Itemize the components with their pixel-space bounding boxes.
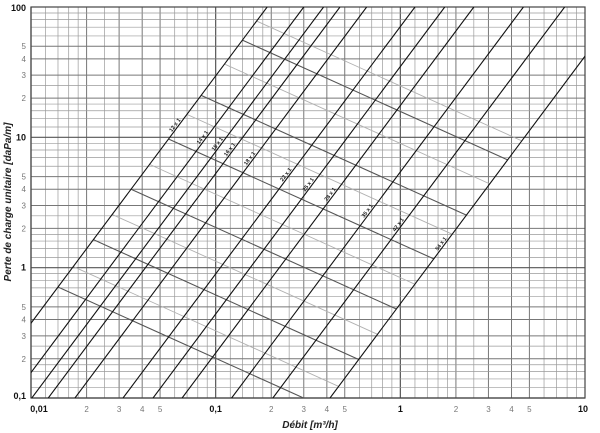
x-tick-label: 3 — [486, 405, 491, 414]
pipe-line-35x1 — [231, 7, 524, 398]
x-tick-label: 4 — [140, 405, 145, 414]
y-tick-label: 4 — [22, 316, 27, 325]
y-tick-labels: 0,1 2 3 4 5 1 2 3 4 5 10 2 3 4 5 100 — [11, 3, 27, 401]
pipe-line-25x1 — [152, 7, 446, 398]
x-axis-label: Débit [m³/h] — [282, 420, 338, 431]
x-tick-label: 1 — [398, 404, 403, 414]
pipe-line-14x1 — [31, 7, 305, 374]
y-tick-label: 4 — [22, 185, 27, 194]
pipe-line-42x1 — [272, 7, 566, 398]
pipe-label: 22 x 1 — [279, 167, 293, 183]
y-tick-label: 1 — [21, 263, 26, 273]
x-tick-label: 10 — [578, 404, 588, 414]
y-tick-label: 5 — [22, 303, 27, 312]
y-tick-label: 2 — [22, 224, 27, 233]
pipe-label: 18 x 1 — [243, 151, 257, 167]
y-tick-label: 5 — [22, 173, 27, 182]
y-tick-label: 0,1 — [13, 391, 26, 401]
x-tick-label: 3 — [302, 405, 307, 414]
x-tick-label: 5 — [158, 405, 163, 414]
x-tick-label: 3 — [117, 405, 122, 414]
y-tick-label: 100 — [11, 3, 26, 13]
y-tick-label: 3 — [22, 201, 27, 210]
x-tick-label: 4 — [325, 405, 330, 414]
pipe-line-28x1 — [181, 7, 475, 398]
grid — [30, 6, 586, 399]
pipe-label: 12 x 1 — [169, 118, 183, 134]
pipe-line-54x1 — [329, 55, 585, 398]
pipe-line-18x1 — [74, 7, 368, 398]
y-tick-label: 2 — [22, 355, 27, 364]
y-tick-label: 2 — [22, 94, 27, 103]
pipe-line-22x1 — [122, 7, 416, 398]
pipe-line-12x1 — [31, 7, 268, 325]
y-tick-label: 10 — [16, 132, 26, 142]
pipe-label: 42 x 1 — [392, 217, 406, 233]
pipe-label: 54 x 1 — [435, 236, 449, 252]
plot-frame — [30, 6, 586, 399]
x-tick-label: 2 — [454, 405, 459, 414]
y-tick-label: 3 — [22, 332, 27, 341]
x-tick-label: 0,01 — [30, 404, 48, 414]
x-tick-label: 4 — [509, 405, 514, 414]
y-tick-label: 3 — [22, 71, 27, 80]
x-tick-label: 5 — [343, 405, 348, 414]
pipe-line-16x1 — [47, 7, 341, 398]
pipe-line-15x1 — [31, 7, 325, 398]
x-tick-label: 0,1 — [209, 404, 222, 414]
x-tick-label: 2 — [269, 405, 274, 414]
pipe-lines — [31, 7, 585, 398]
y-tick-label: 5 — [22, 42, 27, 51]
x-tick-label: 5 — [527, 405, 532, 414]
x-tick-labels: 0,01 2 3 4 5 0,1 2 3 4 5 1 2 3 4 5 10 — [30, 404, 588, 414]
y-tick-label: 4 — [22, 55, 27, 64]
x-tick-label: 2 — [84, 405, 89, 414]
y-axis-label: Perte de charge unitaire [daPa/m] — [3, 122, 14, 282]
